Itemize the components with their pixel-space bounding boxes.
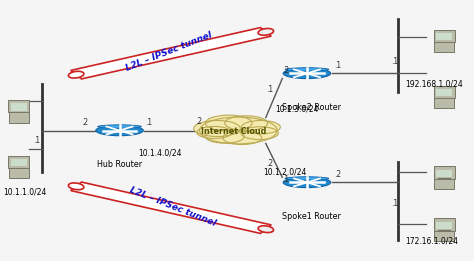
- Ellipse shape: [283, 177, 331, 188]
- Text: 10.1.4.0/24: 10.1.4.0/24: [138, 148, 182, 157]
- FancyBboxPatch shape: [434, 98, 454, 108]
- Text: .1: .1: [392, 199, 399, 208]
- Text: .2: .2: [282, 66, 289, 75]
- FancyBboxPatch shape: [434, 231, 454, 241]
- Text: L2L – IPSec tunnel: L2L – IPSec tunnel: [128, 185, 217, 228]
- Text: .2: .2: [266, 158, 273, 168]
- FancyBboxPatch shape: [434, 179, 454, 189]
- Ellipse shape: [96, 125, 143, 136]
- Ellipse shape: [225, 116, 267, 130]
- Text: 10.1.3.0/24: 10.1.3.0/24: [275, 104, 319, 113]
- Text: .2: .2: [195, 117, 202, 126]
- Text: .1: .1: [33, 137, 40, 145]
- FancyBboxPatch shape: [434, 218, 455, 230]
- Ellipse shape: [241, 121, 280, 134]
- Text: .1: .1: [334, 61, 341, 70]
- Text: .2: .2: [81, 118, 88, 127]
- Ellipse shape: [98, 125, 141, 128]
- Text: 192.168.1.0/24: 192.168.1.0/24: [405, 79, 463, 88]
- FancyBboxPatch shape: [9, 100, 29, 112]
- Ellipse shape: [68, 71, 84, 78]
- Text: .1: .1: [392, 57, 399, 66]
- Text: 10.1.2.0/24: 10.1.2.0/24: [264, 168, 307, 177]
- Text: L2L – IPSec tunnel: L2L – IPSec tunnel: [125, 31, 214, 73]
- Ellipse shape: [241, 127, 278, 140]
- Text: Spoke1 Router: Spoke1 Router: [282, 212, 341, 221]
- Ellipse shape: [258, 226, 273, 233]
- FancyBboxPatch shape: [9, 156, 29, 168]
- Polygon shape: [71, 28, 271, 79]
- Ellipse shape: [258, 28, 273, 35]
- Text: 172.16.1.0/24: 172.16.1.0/24: [405, 236, 458, 245]
- Text: .1: .1: [282, 175, 289, 185]
- Polygon shape: [71, 182, 271, 233]
- Text: .1: .1: [145, 118, 152, 127]
- FancyBboxPatch shape: [436, 222, 452, 229]
- Text: Internet Cloud: Internet Cloud: [201, 127, 266, 136]
- Ellipse shape: [205, 115, 252, 131]
- FancyBboxPatch shape: [434, 86, 455, 98]
- FancyBboxPatch shape: [434, 30, 455, 42]
- FancyBboxPatch shape: [11, 159, 27, 166]
- Text: Hub Router: Hub Router: [97, 160, 142, 169]
- Ellipse shape: [285, 177, 329, 180]
- Ellipse shape: [223, 131, 262, 145]
- FancyBboxPatch shape: [434, 42, 454, 52]
- FancyBboxPatch shape: [434, 166, 455, 179]
- FancyBboxPatch shape: [9, 168, 29, 178]
- Ellipse shape: [205, 130, 244, 143]
- FancyBboxPatch shape: [11, 103, 27, 110]
- FancyBboxPatch shape: [9, 112, 29, 122]
- Ellipse shape: [200, 117, 277, 144]
- Ellipse shape: [283, 68, 331, 79]
- Ellipse shape: [285, 68, 329, 71]
- Text: .2: .2: [334, 170, 341, 179]
- FancyBboxPatch shape: [436, 170, 452, 177]
- Ellipse shape: [68, 183, 84, 190]
- Ellipse shape: [197, 127, 232, 139]
- Ellipse shape: [194, 121, 240, 137]
- Text: Spoke2 Router: Spoke2 Router: [282, 103, 341, 112]
- Text: 10.1.1.0/24: 10.1.1.0/24: [3, 187, 46, 196]
- FancyBboxPatch shape: [436, 33, 452, 40]
- Text: .1: .1: [266, 85, 273, 93]
- FancyBboxPatch shape: [436, 89, 452, 96]
